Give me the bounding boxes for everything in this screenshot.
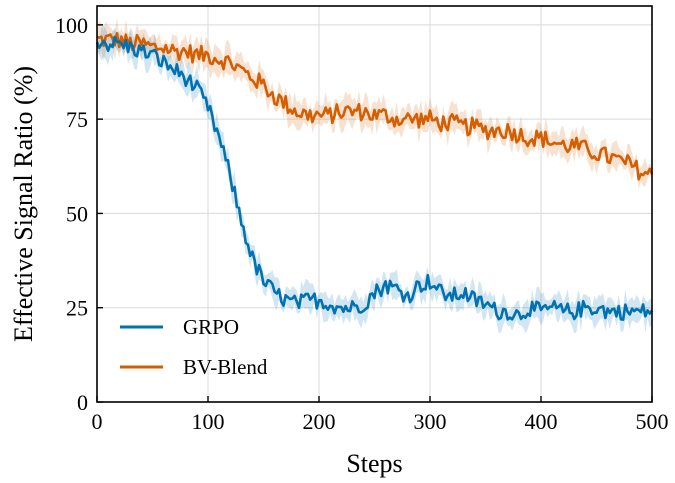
plot-frame xyxy=(96,5,653,403)
y-tick-label: 75 xyxy=(66,107,88,132)
x-tick-label: 300 xyxy=(414,409,447,434)
x-tick-label: 400 xyxy=(525,409,558,434)
x-tick-label: 0 xyxy=(92,409,103,434)
variance-band-grpo xyxy=(97,25,652,334)
variance-band-bv-blend xyxy=(97,18,652,190)
legend: GRPO BV-Blend xyxy=(120,315,268,379)
x-tick-label: 500 xyxy=(636,409,669,434)
y-tick-label: 0 xyxy=(77,390,88,415)
legend-item: BV-Blend xyxy=(120,355,268,379)
x-axis-title: Steps xyxy=(346,449,402,478)
legend-item: GRPO xyxy=(120,315,239,339)
y-tick-label: 50 xyxy=(66,201,88,226)
y-tick-label: 100 xyxy=(55,13,88,38)
x-tick-label: 200 xyxy=(303,409,336,434)
series-line-grpo xyxy=(95,35,654,321)
x-tick-label: 100 xyxy=(192,409,225,434)
legend-label: GRPO xyxy=(183,315,239,339)
legend-label: BV-Blend xyxy=(183,355,268,379)
series-line-bv-blend xyxy=(96,31,654,181)
y-tick-label: 25 xyxy=(66,296,88,321)
variance-bands xyxy=(97,18,652,334)
axis-ticks: 0 100 200 300 400 500 0 25 50 75 100 xyxy=(55,13,669,434)
y-axis-title: Effective Signal Ratio (%) xyxy=(9,66,38,342)
series-lines xyxy=(95,31,654,321)
